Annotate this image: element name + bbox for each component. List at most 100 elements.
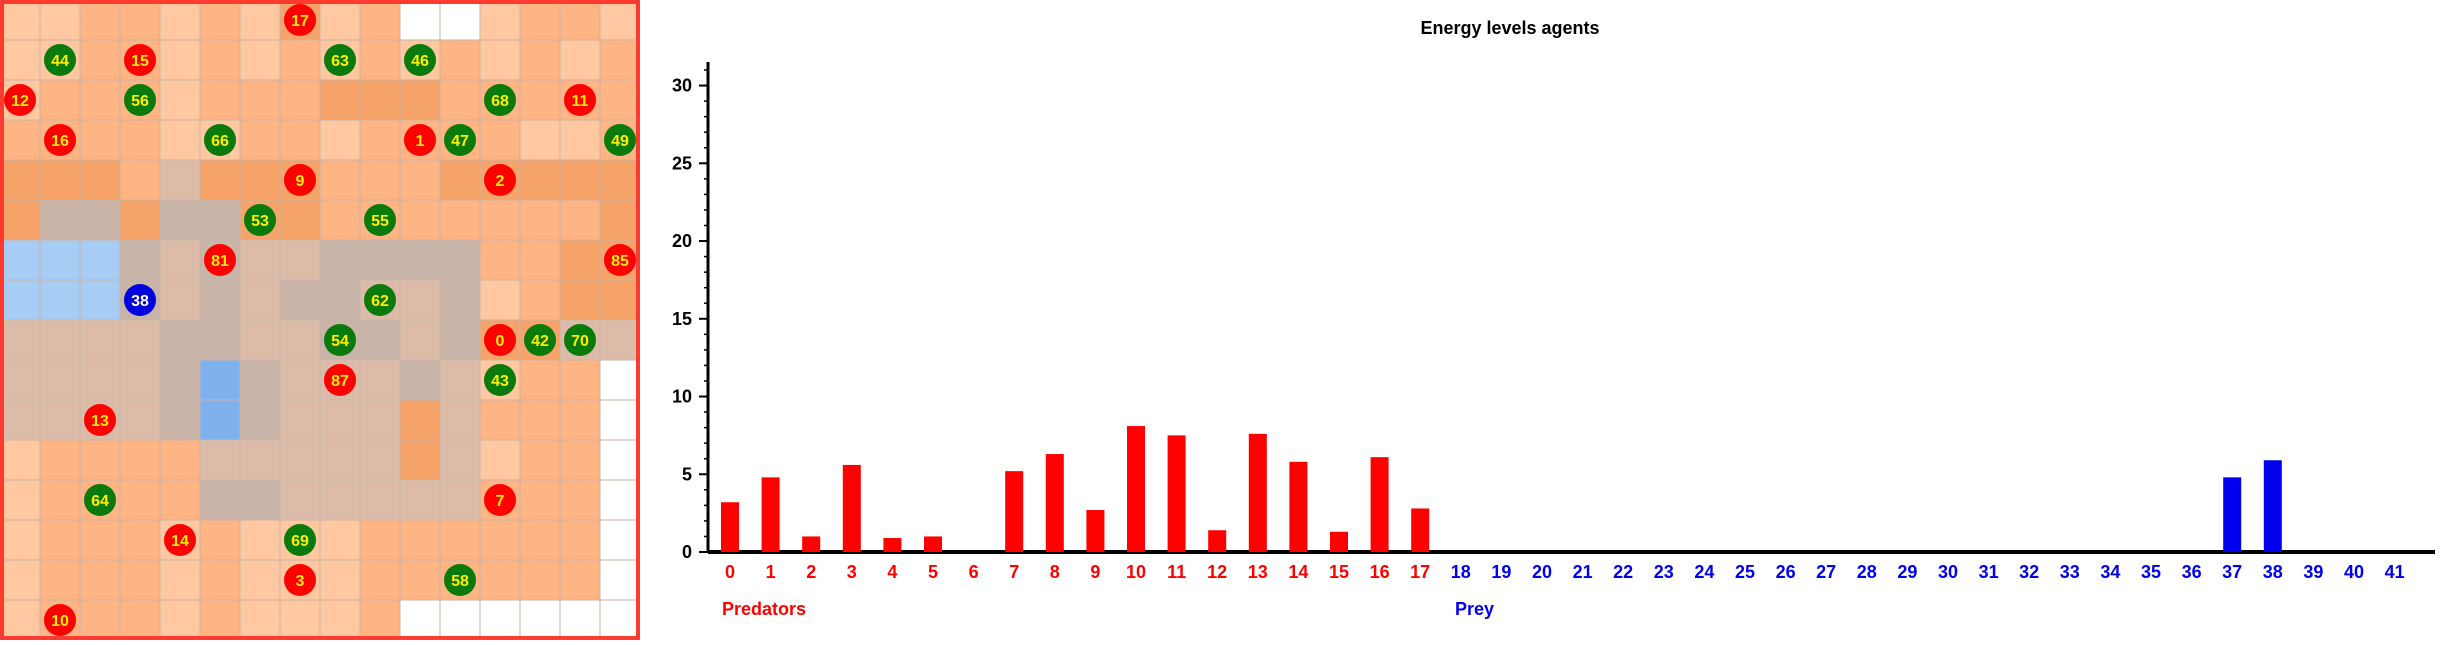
agent-marker bbox=[404, 124, 436, 156]
y-tick-label: 0 bbox=[682, 542, 692, 562]
agent-label: 49 bbox=[611, 133, 629, 150]
agent-prey: 54 bbox=[324, 324, 356, 356]
grid-cell bbox=[279, 319, 321, 361]
grid-cell bbox=[479, 399, 521, 441]
agent-label: 38 bbox=[131, 293, 149, 310]
grid-cell bbox=[79, 439, 121, 481]
grid-cell bbox=[559, 199, 601, 241]
x-tick-label: 30 bbox=[1938, 562, 1958, 582]
grid-cell bbox=[0, 39, 41, 81]
agent-prey: 43 bbox=[484, 364, 516, 396]
bar bbox=[1005, 471, 1024, 552]
agent-prey: 62 bbox=[364, 284, 396, 316]
x-tick-label: 32 bbox=[2019, 562, 2039, 582]
grid-cell bbox=[119, 599, 161, 641]
grid-cell bbox=[159, 239, 201, 281]
agent-prey: 70 bbox=[564, 324, 596, 356]
grid-cell bbox=[439, 519, 481, 561]
agent-marker bbox=[44, 44, 76, 76]
grid-cell bbox=[439, 599, 481, 641]
grid-cell bbox=[239, 0, 281, 41]
x-tick-label: 15 bbox=[1329, 562, 1349, 582]
grid-cell bbox=[359, 0, 401, 41]
agent-marker bbox=[444, 124, 476, 156]
grid-cell bbox=[319, 519, 361, 561]
agent-marker bbox=[444, 564, 476, 596]
y-tick-label: 5 bbox=[682, 464, 692, 484]
agent-marker bbox=[284, 524, 316, 556]
grid-cell bbox=[519, 239, 561, 281]
grid-cell bbox=[599, 0, 641, 41]
grid-cell bbox=[319, 119, 361, 161]
grid-cell bbox=[39, 239, 81, 281]
grid-cell bbox=[439, 199, 481, 241]
bar bbox=[1127, 426, 1145, 552]
grid-cell bbox=[119, 239, 161, 281]
agent-prey: 56 bbox=[124, 84, 156, 116]
bar bbox=[721, 502, 739, 552]
grid-cell bbox=[359, 159, 401, 201]
grid-cell bbox=[39, 159, 81, 201]
grid-cell bbox=[159, 79, 201, 121]
grid-cell bbox=[559, 479, 601, 521]
grid-cell bbox=[519, 559, 561, 601]
agent-label: 12 bbox=[11, 93, 29, 110]
agent-predator: 9 bbox=[284, 164, 316, 196]
x-tick-label: 0 bbox=[725, 562, 735, 582]
grid-cell bbox=[519, 119, 561, 161]
grid-cell bbox=[359, 319, 401, 361]
grid-cell bbox=[359, 519, 401, 561]
agent-prey: 49 bbox=[604, 124, 636, 156]
x-tick-label: 10 bbox=[1126, 562, 1146, 582]
grid-cell bbox=[119, 479, 161, 521]
grid-cell bbox=[479, 199, 521, 241]
grid-cell bbox=[439, 319, 481, 361]
grid-cell bbox=[519, 399, 561, 441]
grid-cell bbox=[279, 79, 321, 121]
grid-cell bbox=[439, 439, 481, 481]
grid-cell bbox=[0, 519, 41, 561]
grid-cell bbox=[239, 479, 281, 521]
grid-cell bbox=[279, 479, 321, 521]
agent-label: 11 bbox=[572, 93, 589, 110]
grid-cell bbox=[599, 479, 641, 521]
grid-cell bbox=[239, 39, 281, 81]
x-tick-label: 12 bbox=[1207, 562, 1227, 582]
grid-cell bbox=[39, 199, 81, 241]
y-tick-label: 30 bbox=[672, 76, 692, 96]
agent-marker bbox=[324, 324, 356, 356]
grid-cell bbox=[239, 559, 281, 601]
agent-label: 2 bbox=[496, 173, 505, 190]
grid-cell bbox=[359, 599, 401, 641]
grid-cell bbox=[319, 559, 361, 601]
bar bbox=[1248, 433, 1267, 552]
agent-predator: 17 bbox=[284, 4, 316, 36]
grid-cell bbox=[519, 359, 561, 401]
agent-prey: 63 bbox=[324, 44, 356, 76]
x-tick-label: 22 bbox=[1613, 562, 1633, 582]
agent-marker bbox=[524, 324, 556, 356]
grid-cell bbox=[599, 199, 641, 241]
agent-predator: 1 bbox=[404, 124, 436, 156]
grid-cell bbox=[399, 279, 441, 321]
grid-cell bbox=[199, 0, 241, 41]
agent-prey: 66 bbox=[204, 124, 236, 156]
grid-cell bbox=[599, 79, 641, 121]
grid-cell bbox=[239, 519, 281, 561]
agent-predator: 7 bbox=[484, 484, 516, 516]
x-tick-label: 17 bbox=[1410, 562, 1430, 582]
grid-cell bbox=[239, 159, 281, 201]
grid-cell bbox=[359, 439, 401, 481]
grid-cell bbox=[119, 439, 161, 481]
grid-cell bbox=[599, 439, 641, 481]
grid-cell bbox=[319, 599, 361, 641]
grid-cell bbox=[0, 159, 41, 201]
agent-predator: 85 bbox=[604, 244, 636, 276]
bar bbox=[1208, 530, 1227, 552]
grid-cell bbox=[119, 0, 161, 41]
agent-label: 15 bbox=[131, 53, 149, 70]
bar bbox=[1330, 531, 1348, 552]
grid-cell bbox=[39, 319, 81, 361]
agent-marker bbox=[364, 204, 396, 236]
x-tick-label: 2 bbox=[806, 562, 816, 582]
